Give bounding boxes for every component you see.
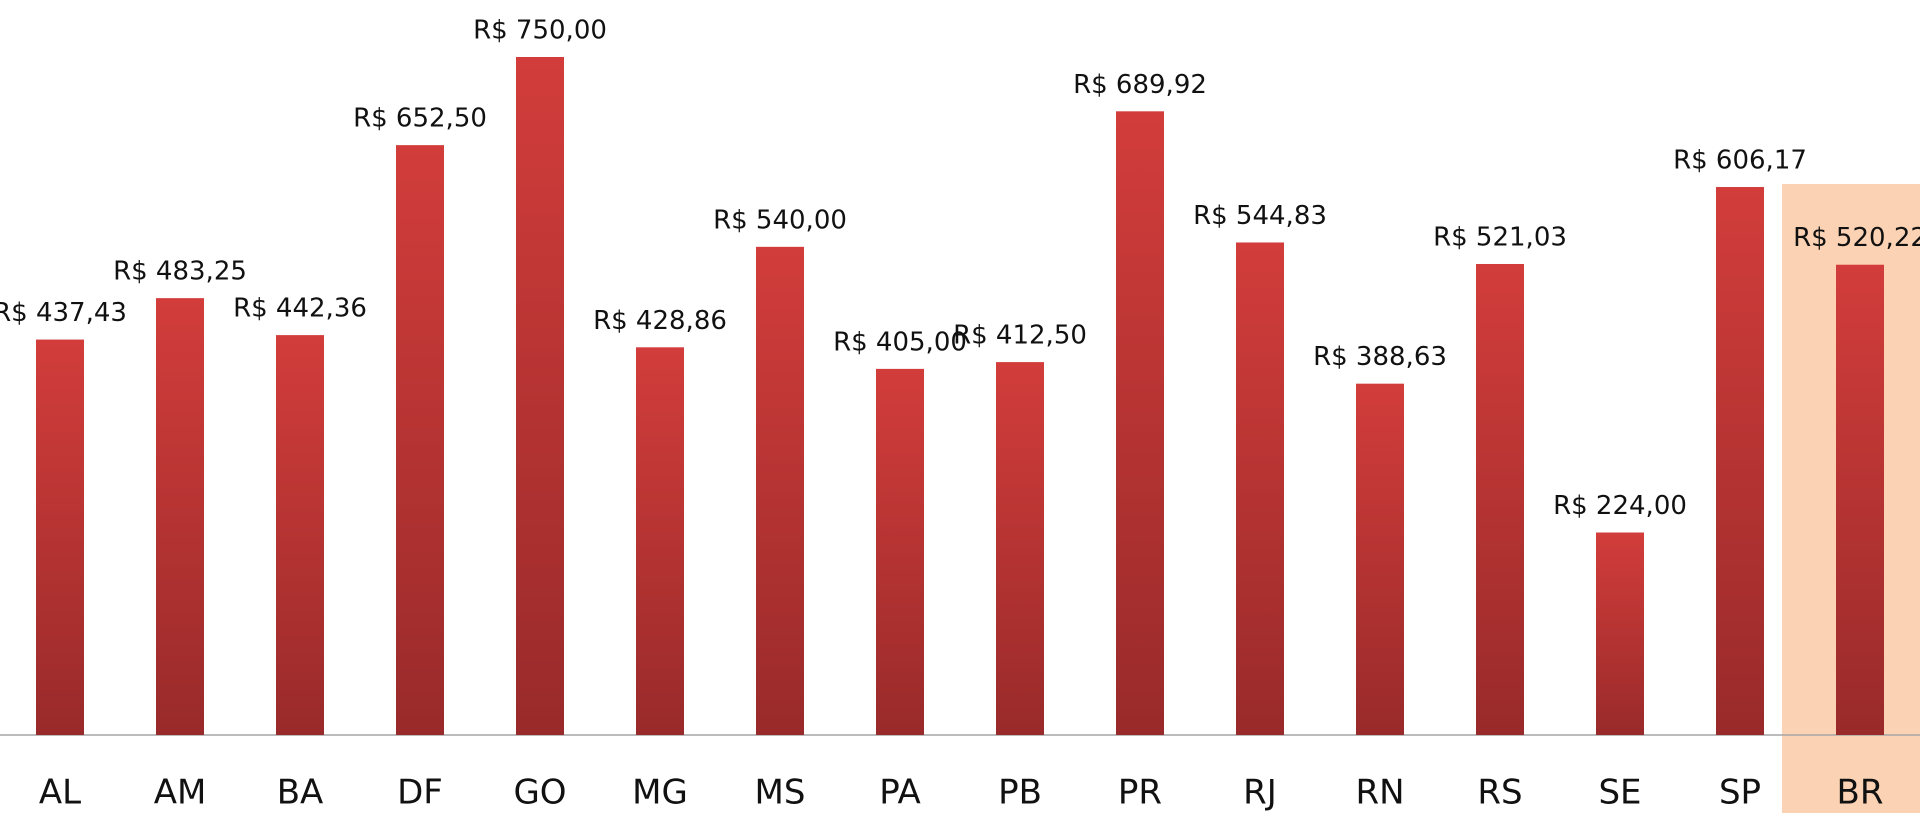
value-label: R$ 442,36 <box>233 294 367 324</box>
x-tick-label: GO <box>513 773 566 813</box>
value-label: R$ 606,17 <box>1673 146 1807 176</box>
bar <box>1356 383 1404 735</box>
value-label: R$ 483,25 <box>113 257 247 287</box>
value-label: R$ 652,50 <box>353 104 487 134</box>
x-tick-label: PA <box>879 773 921 813</box>
bar <box>1596 532 1644 735</box>
value-label: R$ 412,50 <box>953 321 1087 351</box>
value-label: R$ 521,03 <box>1433 222 1567 252</box>
x-tick-label: MS <box>755 773 806 813</box>
x-tick-label: SP <box>1719 773 1761 813</box>
x-tick-label: AL <box>39 773 81 813</box>
x-tick-label: RN <box>1355 773 1404 813</box>
bar <box>876 368 924 735</box>
value-label: R$ 540,00 <box>713 205 847 235</box>
x-tick-label: AM <box>154 773 207 813</box>
bar <box>276 335 324 735</box>
x-tick-label: BA <box>277 773 324 813</box>
value-label: R$ 388,63 <box>1313 342 1447 372</box>
bar <box>1476 263 1524 735</box>
bar <box>396 145 444 735</box>
x-tick-label: RS <box>1477 773 1522 813</box>
bar <box>1116 111 1164 735</box>
bar <box>516 57 564 735</box>
x-tick-label: RJ <box>1243 773 1277 813</box>
value-label: R$ 520,22 <box>1793 223 1920 253</box>
x-tick-label: MG <box>632 773 688 813</box>
bar <box>156 298 204 735</box>
value-label: R$ 428,86 <box>593 306 727 336</box>
value-label: R$ 437,43 <box>0 298 127 328</box>
bar <box>1836 264 1884 735</box>
bar <box>36 339 84 735</box>
x-tick-label: SE <box>1598 773 1641 813</box>
x-tick-label: PR <box>1118 773 1162 813</box>
bar <box>756 246 804 735</box>
value-label: R$ 224,00 <box>1553 491 1687 521</box>
bar <box>636 347 684 735</box>
x-tick-label: DF <box>397 773 443 813</box>
x-tick-label: PB <box>998 773 1042 813</box>
bar <box>1236 242 1284 735</box>
x-tick-label: BR <box>1837 773 1884 813</box>
bar <box>1716 187 1764 735</box>
value-label: R$ 750,00 <box>473 16 607 46</box>
value-label: R$ 405,00 <box>833 327 967 357</box>
value-label: R$ 689,92 <box>1073 70 1207 100</box>
bar <box>996 362 1044 735</box>
value-label: R$ 544,83 <box>1193 201 1327 231</box>
